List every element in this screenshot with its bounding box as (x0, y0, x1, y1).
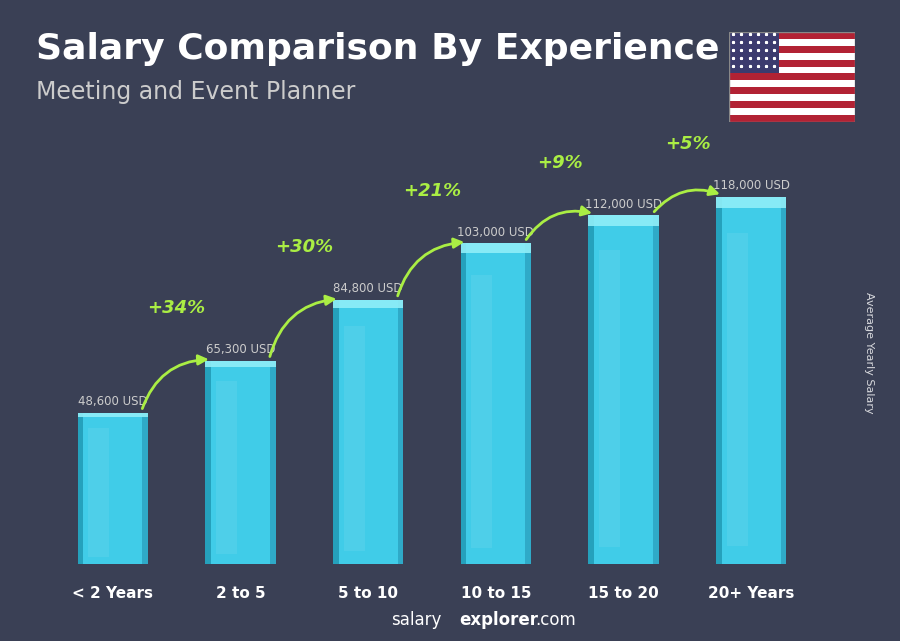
Bar (716, 197, 787, 564)
Text: 118,000 USD: 118,000 USD (713, 179, 790, 192)
Bar (589, 215, 659, 226)
Bar (716, 197, 787, 208)
Bar (216, 381, 237, 554)
Bar (729, 80, 855, 87)
Bar (727, 233, 748, 545)
Text: +30%: +30% (275, 238, 333, 256)
Text: salary: salary (392, 612, 442, 629)
Bar (461, 244, 531, 253)
Bar (461, 244, 531, 564)
Text: 65,300 USD: 65,300 USD (205, 343, 275, 356)
Bar (526, 244, 531, 564)
Bar (77, 413, 83, 564)
Bar (729, 94, 855, 101)
Text: Average Yearly Salary: Average Yearly Salary (863, 292, 874, 413)
Text: 84,800 USD: 84,800 USD (333, 283, 403, 296)
Bar (729, 101, 855, 108)
Text: 112,000 USD: 112,000 USD (585, 197, 662, 211)
Text: 5 to 10: 5 to 10 (338, 586, 398, 601)
Text: 2 to 5: 2 to 5 (216, 586, 266, 601)
Bar (781, 197, 787, 564)
Bar (729, 115, 855, 122)
Bar (589, 215, 659, 564)
Text: 103,000 USD: 103,000 USD (457, 226, 535, 238)
Bar (472, 276, 492, 548)
Bar (729, 67, 855, 74)
Bar (729, 108, 855, 115)
Bar (88, 428, 109, 556)
Bar (729, 39, 855, 46)
Bar (729, 32, 779, 74)
Bar (398, 300, 403, 564)
Bar (333, 300, 403, 308)
Text: Salary Comparison By Experience: Salary Comparison By Experience (36, 32, 719, 66)
Bar (716, 197, 722, 564)
Text: Meeting and Event Planner: Meeting and Event Planner (36, 80, 356, 104)
Bar (729, 32, 855, 39)
Bar (729, 87, 855, 94)
Bar (333, 300, 403, 564)
Bar (205, 361, 275, 367)
Bar (333, 300, 338, 564)
Bar (205, 361, 275, 564)
Text: 15 to 20: 15 to 20 (589, 586, 659, 601)
Bar (729, 60, 855, 67)
Text: +5%: +5% (665, 135, 710, 153)
Bar (270, 361, 275, 564)
Text: +21%: +21% (403, 182, 461, 200)
Text: +9%: +9% (537, 154, 582, 172)
Bar (729, 74, 855, 80)
Bar (142, 413, 148, 564)
Bar (599, 250, 620, 547)
Bar (729, 53, 855, 60)
Text: .com: .com (536, 612, 576, 629)
Bar (461, 244, 466, 564)
Bar (77, 413, 148, 417)
Text: < 2 Years: < 2 Years (72, 586, 153, 601)
Bar (589, 215, 594, 564)
Text: 20+ Years: 20+ Years (708, 586, 795, 601)
Text: 10 to 15: 10 to 15 (461, 586, 531, 601)
Bar (729, 46, 855, 53)
Text: +34%: +34% (148, 299, 205, 317)
Bar (77, 413, 148, 564)
Text: 48,600 USD: 48,600 USD (77, 395, 148, 408)
Bar (344, 326, 364, 551)
Bar (653, 215, 659, 564)
Bar (205, 361, 211, 564)
Text: explorer: explorer (459, 612, 538, 629)
